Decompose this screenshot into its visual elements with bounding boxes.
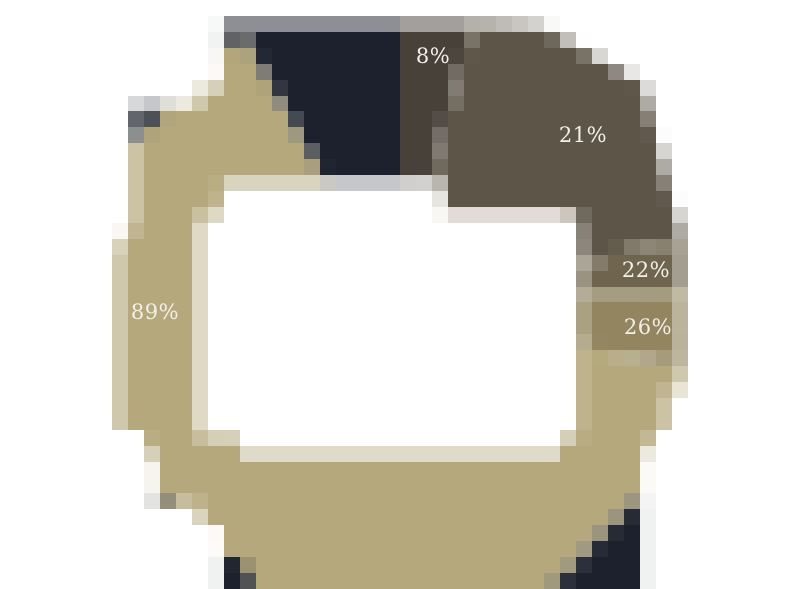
slice-label-26pct: 26%: [623, 315, 673, 339]
slice-label-8pct: 8%: [415, 44, 451, 68]
slice-label-22pct: 22%: [621, 258, 671, 282]
slice-label-89pct: 89%: [130, 300, 180, 324]
slice-label-21pct: 21%: [558, 123, 608, 147]
